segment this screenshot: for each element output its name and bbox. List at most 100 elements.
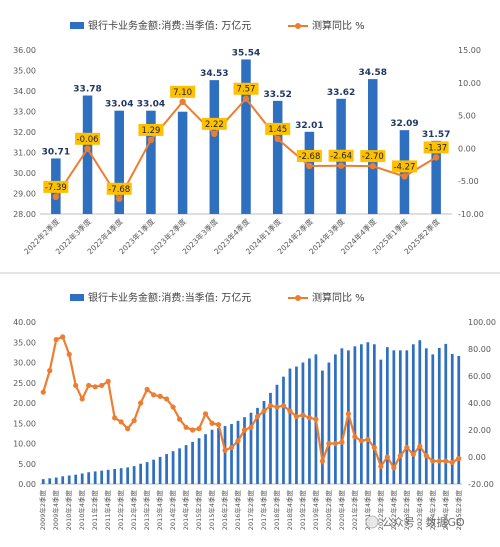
y-right-tick-label: 10.00 — [458, 79, 481, 88]
yoy-value-label: -2.68 — [298, 152, 320, 162]
bar — [457, 356, 461, 484]
bar-series — [41, 340, 461, 484]
yoy-point — [371, 444, 377, 451]
y-left-tick-label: 35.00 — [13, 67, 36, 76]
y-left-tick-label: 15.00 — [13, 419, 36, 428]
bar — [308, 358, 311, 484]
y-left-tick-label: 32.00 — [13, 128, 36, 137]
bar-value-label: 33.04 — [137, 100, 165, 110]
yoy-point — [369, 162, 376, 170]
yoy-label-box — [265, 122, 291, 135]
x-tick-labels: 2022年2季度2022年3季度2022年4季度2023年1季度2023年2季度… — [21, 216, 442, 256]
yoy-point — [105, 378, 111, 384]
yoy-point — [300, 412, 306, 418]
yoy-point — [157, 393, 163, 399]
legend-line-label: 测算同比 % — [312, 19, 365, 32]
y-left-tick-label: 10.00 — [13, 440, 36, 449]
x-tick-label: 2015年2季度 — [194, 490, 203, 531]
legend: 银行卡业务金额:消费:当季值: 万亿元 测算同比 % — [70, 291, 365, 304]
bar-value-label: 32.01 — [295, 121, 323, 131]
y-right-tick-label: 80.00 — [468, 345, 491, 354]
bar — [411, 344, 415, 484]
bar — [372, 344, 376, 484]
y-left-tick-label: 40.00 — [13, 318, 36, 327]
yoy-point — [337, 162, 345, 169]
yoy-label-box — [138, 123, 164, 136]
yoy-point — [293, 413, 300, 420]
bar — [178, 448, 181, 484]
bar — [334, 354, 337, 484]
yoy-label-box — [43, 180, 69, 193]
bar — [241, 59, 251, 215]
bar-value-label: 33.62 — [327, 88, 355, 98]
y-left-tick-label: 33.00 — [13, 108, 36, 117]
x-tick-label: 2011年2季度 — [90, 490, 99, 531]
yoy-label-box — [391, 160, 417, 173]
bar — [262, 400, 266, 484]
y-right-tick-label: -5.00 — [458, 177, 479, 186]
bar — [67, 475, 71, 484]
bar — [418, 340, 422, 484]
yoy-point — [60, 334, 66, 340]
yoy-point — [151, 392, 157, 398]
yoy-point — [66, 351, 72, 357]
y-left-tick-label: 34.00 — [13, 87, 36, 96]
x-tick-label: 2010年2季度 — [64, 490, 73, 531]
y-right-tick-label: 15.00 — [458, 46, 481, 55]
yoy-value-label: 7.57 — [237, 85, 256, 95]
x-tick-label: 2024年4季度 — [441, 490, 450, 531]
bar-value-label: 35.54 — [232, 48, 260, 58]
watermark-text: 公众号 · 数据GO — [382, 515, 465, 529]
yoy-point — [261, 408, 267, 414]
bar — [301, 362, 305, 484]
x-tick-label: 2018年2季度 — [272, 490, 281, 531]
y-right-tick-label: 0.00 — [468, 453, 486, 462]
bar — [360, 344, 363, 484]
bar — [230, 424, 233, 484]
x-tick-label: 2010年4季度 — [77, 490, 86, 531]
axes: 0.00 5.00 10.00 15.00 20.00 25.00 30.00 35.00 40… — [13, 318, 496, 489]
bottom-chart-panel: 银行卡业务金额:消费:当季值: 万亿元 测算同比 % 0.00 5.00 10.00 15… — [0, 274, 500, 547]
yoy-label-box — [233, 82, 259, 95]
yoy-point — [211, 130, 218, 138]
yoy-value-label: -7.68 — [108, 185, 130, 195]
yoy-point — [267, 403, 274, 409]
bar — [321, 370, 324, 484]
yoy-value-label: -7.39 — [45, 183, 67, 193]
yoy-point — [391, 465, 397, 471]
yoy-point — [401, 173, 408, 180]
bar — [106, 469, 110, 484]
x-tick-label: 2021年4季度 — [363, 490, 372, 531]
yoy-point — [306, 162, 313, 170]
yoy-point — [144, 386, 150, 393]
yoy-point — [183, 424, 189, 430]
bar — [275, 384, 279, 484]
yoy-point — [417, 443, 423, 449]
bar — [256, 407, 259, 484]
bar — [392, 350, 396, 484]
bar — [424, 348, 428, 484]
bar — [146, 110, 156, 214]
legend: 银行卡业务金额:消费:当季值: 万亿元 测算同比 % — [70, 19, 365, 32]
bar — [431, 354, 435, 484]
yoy-point — [352, 434, 358, 440]
legend-line-marker — [295, 295, 301, 301]
yoy-point — [241, 427, 248, 433]
x-tick-label: 2009年2季度 — [38, 490, 47, 531]
bar — [48, 478, 52, 484]
yoy-label-box — [328, 149, 354, 162]
yoy-point — [92, 384, 98, 390]
yoy-point — [345, 411, 351, 417]
bar — [191, 441, 194, 484]
bar — [304, 131, 315, 214]
yoy-point — [53, 336, 59, 343]
bar — [177, 111, 188, 214]
yoy-point — [384, 454, 390, 460]
bar — [269, 392, 272, 484]
top-chart-panel: 银行卡业务金额:消费:当季值: 万亿元 测算同比 % 28.00 29.00 30.00… — [0, 19, 500, 274]
x-tick-label: 2013年4季度 — [155, 490, 164, 531]
x-tick-label: 2020年4季度 — [337, 490, 346, 531]
x-tick-labels: 2009年2季度 2009年4季度 2010年2季度 2010年4季度 2011年2季度… — [38, 490, 463, 531]
x-tick-label: 2012年4季度 — [129, 490, 138, 531]
bar — [171, 451, 175, 484]
